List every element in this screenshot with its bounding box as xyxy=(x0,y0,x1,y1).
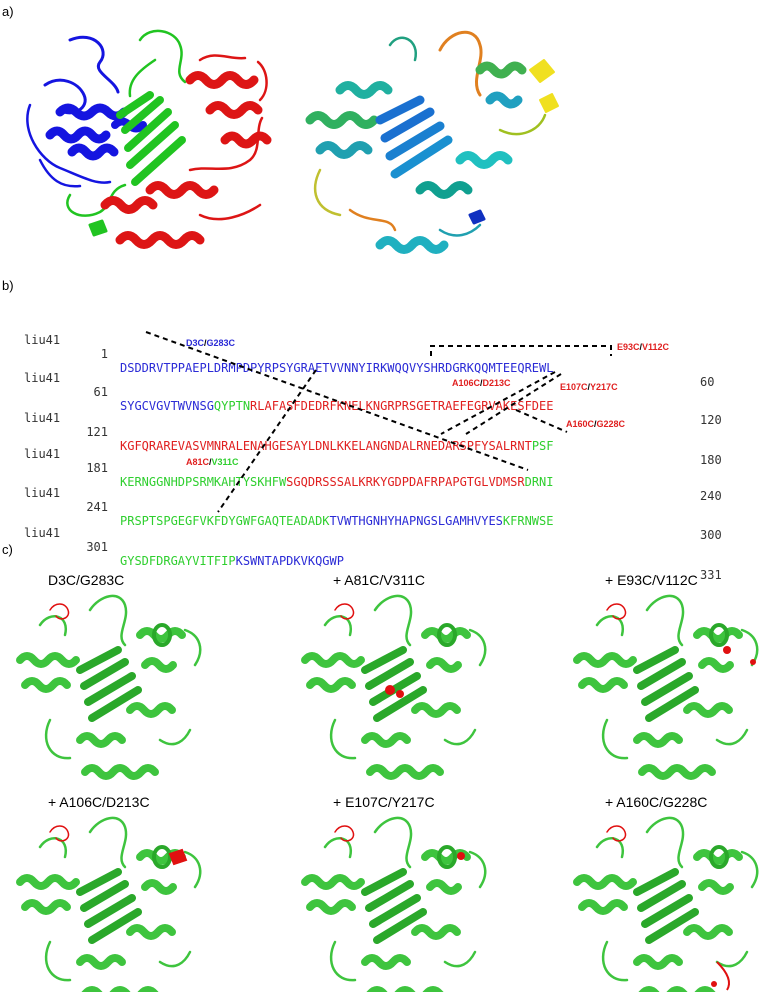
structure-title: + E93C/V112C xyxy=(605,572,698,588)
sequence-segment: PSF xyxy=(531,439,554,453)
sequence-name: liu41 xyxy=(24,486,61,500)
sequence-segment: SGQDRSSSALKRKYGDPDAFRPAPGTGLVDMSR xyxy=(286,475,525,489)
structure-title: + E107C/Y217C xyxy=(333,794,435,810)
sequence-start: 1 xyxy=(100,347,108,361)
panel-label-c: c) xyxy=(2,542,13,557)
domain-colored-structure xyxy=(26,29,272,249)
structure-e107c-y217c xyxy=(305,818,485,992)
bfactor-colored-structure xyxy=(305,30,559,254)
sequence-name: liu41 xyxy=(24,411,61,425)
structure-a81c-v311c xyxy=(305,596,485,776)
sequence-row: liu41 241 PRSPTSPGEGFVKFDYGWFGAQTEADADKT… xyxy=(0,472,722,542)
sequence-end: 240 xyxy=(700,489,722,503)
structure-title: + A106C/D213C xyxy=(48,794,150,810)
structure-title: + A81C/V311C xyxy=(333,572,425,588)
panel-a-structures xyxy=(26,29,559,254)
mutation-label: E107C/Y217C xyxy=(560,382,618,392)
sequence-start: 241 xyxy=(86,500,108,514)
sequence-segment: PRSPTSPGEGFVKFDYGWFGAQTEADADK xyxy=(120,514,330,528)
sequence-name: liu41 xyxy=(24,447,61,461)
sequence-segment: TVWTHGNHYHAPNGSLGAMHVYES xyxy=(329,514,503,528)
sequence-end: 60 xyxy=(700,375,715,389)
structure-title: + A160C/G228C xyxy=(605,794,708,810)
sequence-start: 121 xyxy=(86,425,108,439)
sequence-end: 180 xyxy=(700,453,722,467)
sequence-start: 301 xyxy=(86,540,108,554)
sequence-segment: KFRNWSE xyxy=(502,514,554,528)
structure-a106c-d213c xyxy=(20,818,200,992)
sequence-segment: KSWNTAPDKVKQGWP xyxy=(235,554,344,568)
sequence-name: liu41 xyxy=(24,333,61,347)
sequence-residues: GYSDFDRGAYVITFIPKSWNTAPDKVKQGWP xyxy=(120,554,344,568)
sequence-end: 120 xyxy=(700,413,722,427)
sequence-segment: GYSDFDRGAYVITFIP xyxy=(120,554,236,568)
structure-a160c-g228c xyxy=(577,818,757,992)
sequence-residues: PRSPTSPGEGFVKFDYGWFGAQTEADADKTVWTHGNHYHA… xyxy=(120,514,553,528)
sequence-segment: DRNI xyxy=(524,475,554,489)
sequence-end: 331 xyxy=(700,568,722,582)
mutation-label: E93C/V112C xyxy=(617,342,670,352)
panel-label-b: b) xyxy=(2,278,14,293)
sequence-start: 61 xyxy=(93,385,108,399)
structure-title: D3C/G283C xyxy=(48,572,125,588)
sequence-name: liu41 xyxy=(24,526,61,540)
sequence-start: 181 xyxy=(86,461,108,475)
structure-d3c-g283c xyxy=(20,596,200,776)
sequence-end: 300 xyxy=(700,528,722,542)
sequence-row: liu41 301 GYSDFDRGAYVITFIPKSWNTAPDKVKQGW… xyxy=(0,512,722,582)
structure-e93c-v112c xyxy=(577,596,757,776)
sequence-name: liu41 xyxy=(24,371,61,385)
mutation-label: A160C/G228C xyxy=(566,419,626,429)
panel-label-a: a) xyxy=(2,4,14,19)
